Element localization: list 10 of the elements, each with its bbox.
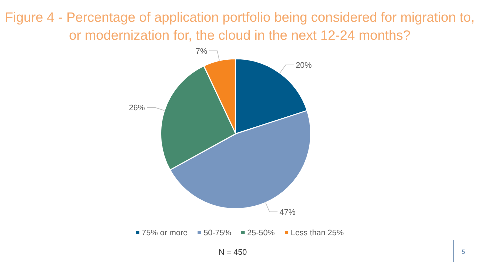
data-label: 7% — [196, 47, 208, 56]
chart-title: Figure 4 - Percentage of application portfolio being considered for migration to, or modernization for, the cloud in the next 12-24 months? — [5, 10, 475, 43]
data-label: 26% — [129, 104, 146, 113]
legend-label: Less than 25% — [291, 228, 344, 238]
legend-label: 50-75% — [204, 228, 232, 238]
data-label: 20% — [296, 61, 312, 70]
legend-label: 75% or more — [142, 228, 188, 238]
legend-label: 25-50% — [247, 228, 276, 238]
data-label: 47% — [280, 208, 296, 218]
text: N = 450 — [218, 248, 248, 257]
